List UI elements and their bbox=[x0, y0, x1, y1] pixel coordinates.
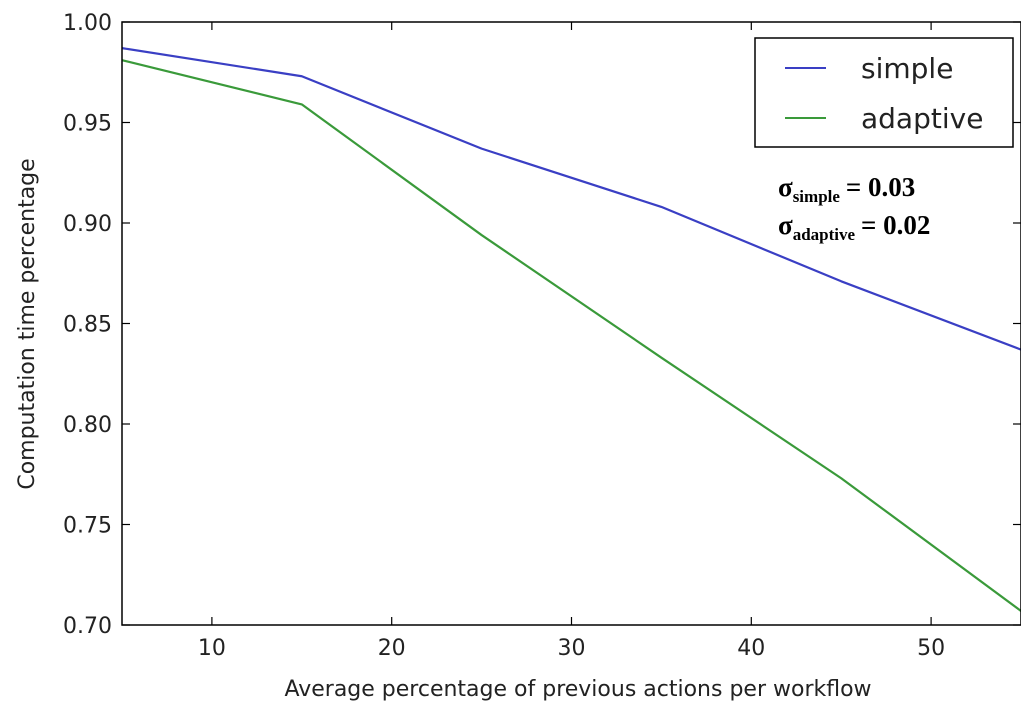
sigma-simple-value: = 0.03 bbox=[846, 172, 915, 202]
sigma-simple: σsimple = 0.03 bbox=[778, 172, 915, 206]
x-tick-label: 30 bbox=[558, 636, 586, 661]
series-lines bbox=[121, 47, 1021, 612]
legend-label-simple: simple bbox=[861, 52, 953, 85]
y-tick-label: 0.95 bbox=[63, 112, 112, 137]
series-line-adaptive bbox=[121, 59, 1021, 612]
x-tick-label: 50 bbox=[917, 636, 945, 661]
x-tick-label: 20 bbox=[378, 636, 406, 661]
y-tick-label: 0.90 bbox=[63, 212, 112, 237]
y-tick-label: 0.70 bbox=[63, 614, 112, 639]
sigma-annotation: σsimple = 0.03 σadaptive = 0.02 bbox=[778, 172, 930, 244]
y-axis-label: Computation time percentage bbox=[15, 158, 40, 489]
x-axis-label: Average percentage of previous actions p… bbox=[284, 677, 871, 702]
legend: simple adaptive bbox=[754, 37, 1014, 148]
sigma-simple-subscript: simple bbox=[793, 187, 841, 206]
y-tick-label: 1.00 bbox=[63, 11, 112, 36]
legend-box bbox=[754, 37, 1014, 148]
x-tick-label: 10 bbox=[198, 636, 226, 661]
y-tick-label: 0.75 bbox=[63, 514, 112, 539]
y-tick-label: 0.85 bbox=[63, 313, 112, 338]
x-axis-ticks: 10 20 30 40 50 bbox=[198, 22, 945, 661]
sigma-simple-symbol: σ bbox=[778, 172, 793, 202]
series-line-simple bbox=[121, 47, 1021, 351]
y-tick-label: 0.80 bbox=[63, 413, 112, 438]
plot-frame bbox=[121, 21, 1021, 626]
legend-label-adaptive: adaptive bbox=[861, 102, 983, 135]
sigma-adaptive-subscript: adaptive bbox=[793, 225, 856, 244]
sigma-adaptive-value: = 0.02 bbox=[861, 210, 930, 240]
y-axis-ticks: 0.70 0.75 0.80 0.85 0.90 0.95 1.00 bbox=[63, 11, 1021, 639]
sigma-adaptive-symbol: σ bbox=[778, 210, 793, 240]
x-tick-label: 40 bbox=[737, 636, 765, 661]
sigma-adaptive: σadaptive = 0.02 bbox=[778, 210, 930, 244]
